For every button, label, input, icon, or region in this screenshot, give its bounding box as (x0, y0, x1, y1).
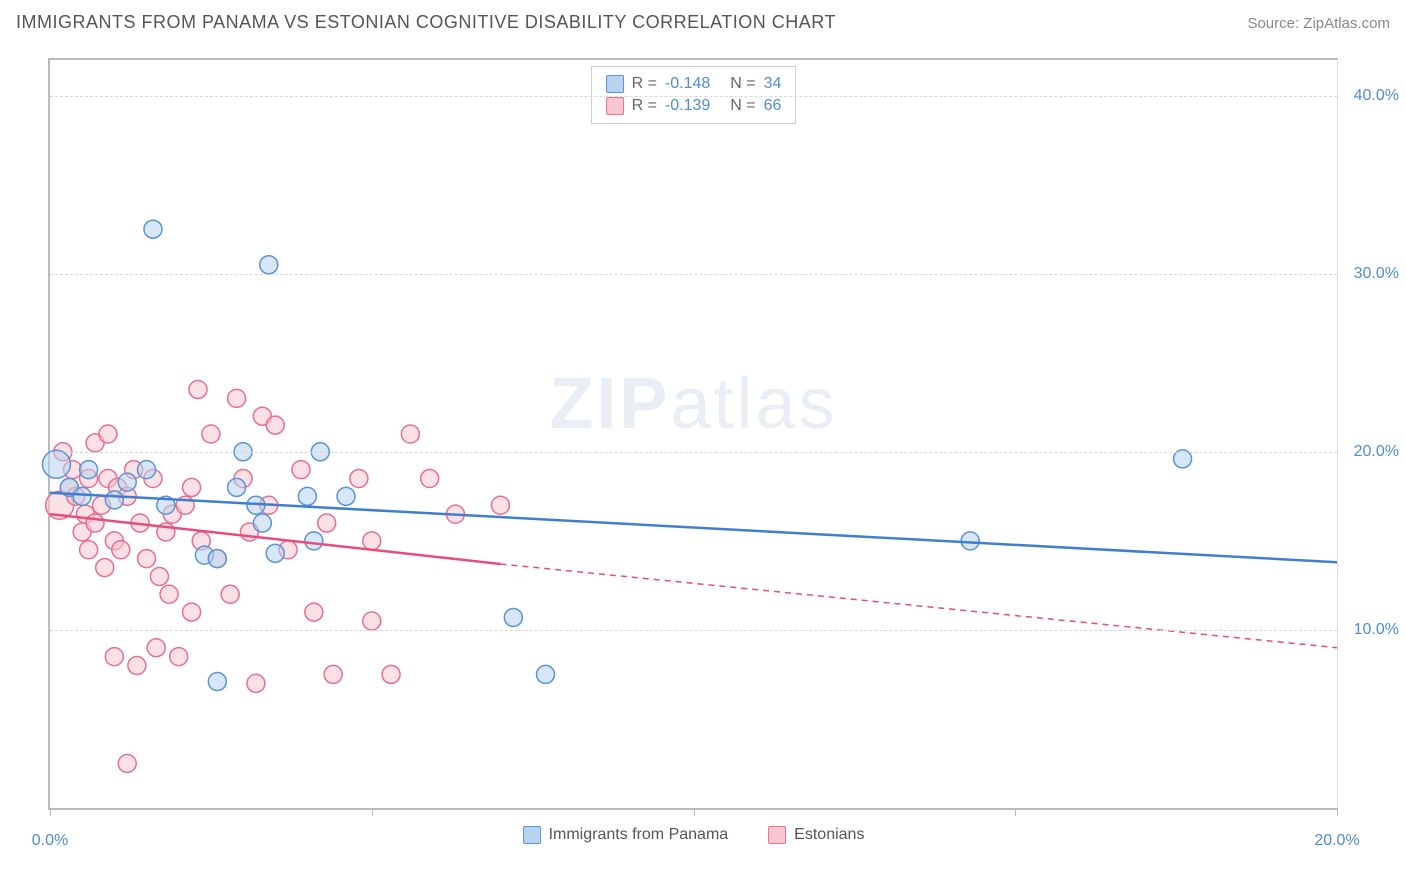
swatch-b-icon (606, 97, 624, 115)
scatter-point-a (80, 461, 98, 479)
chart-title: IMMIGRANTS FROM PANAMA VS ESTONIAN COGNI… (16, 12, 836, 33)
r-prefix-b: R = (632, 97, 657, 115)
scatter-point-a (105, 491, 123, 509)
scatter-point-a (337, 487, 355, 505)
scatter-point-b (221, 585, 239, 603)
y-tick-label: 20.0% (1354, 443, 1399, 461)
scatter-point-b (202, 425, 220, 443)
scatter-point-a (305, 532, 323, 550)
scatter-point-b (324, 665, 342, 683)
scatter-point-b (112, 541, 130, 559)
scatter-point-a (298, 487, 316, 505)
y-tick-label: 30.0% (1354, 265, 1399, 283)
scatter-point-b (147, 639, 165, 657)
n-prefix-a: N = (730, 75, 755, 93)
y-tick-label: 40.0% (1354, 87, 1399, 105)
scatter-point-b (183, 478, 201, 496)
swatch-b-bottom-icon (768, 826, 786, 844)
gridline (50, 274, 1337, 275)
legend-item-a: Immigrants from Panama (523, 826, 729, 844)
scatter-point-b (96, 559, 114, 577)
scatter-point-b (189, 380, 207, 398)
swatch-a-icon (606, 75, 624, 93)
scatter-point-b (421, 470, 439, 488)
x-tick (1015, 808, 1016, 816)
series-legend: Immigrants from Panama Estonians (523, 826, 865, 844)
x-tick (1337, 808, 1338, 816)
x-tick (50, 808, 51, 816)
scatter-point-a (260, 256, 278, 274)
plot-svg (50, 60, 1337, 808)
scatter-point-b (138, 550, 156, 568)
chart-container: Cognitive Disability ZIPatlas R = -0.148… (0, 48, 1406, 892)
scatter-point-b (170, 648, 188, 666)
legend-label-a: Immigrants from Panama (549, 826, 729, 844)
scatter-point-b (183, 603, 201, 621)
stats-row-b: R = -0.139 N = 66 (606, 95, 782, 117)
scatter-point-b (99, 425, 117, 443)
scatter-point-a (266, 544, 284, 562)
scatter-point-b (105, 648, 123, 666)
x-tick (372, 808, 373, 816)
scatter-point-b (382, 665, 400, 683)
scatter-point-a (42, 450, 70, 478)
scatter-point-b (363, 612, 381, 630)
x-tick (694, 808, 695, 816)
n-value-a: 34 (764, 75, 782, 93)
n-prefix-b: N = (730, 97, 755, 115)
scatter-point-a (504, 608, 522, 626)
scatter-point-a (253, 514, 271, 532)
scatter-point-b (160, 585, 178, 603)
plot-area: ZIPatlas R = -0.148 N = 34 R = -0.139 N … (48, 58, 1338, 810)
scatter-point-b (318, 514, 336, 532)
scatter-point-b (266, 416, 284, 434)
scatter-point-b (401, 425, 419, 443)
scatter-point-b (228, 389, 246, 407)
scatter-point-b (118, 754, 136, 772)
scatter-point-b (86, 514, 104, 532)
scatter-point-b (128, 657, 146, 675)
scatter-point-a (536, 665, 554, 683)
legend-item-b: Estonians (768, 826, 864, 844)
scatter-point-b (80, 541, 98, 559)
n-value-b: 66 (764, 97, 782, 115)
scatter-point-b (350, 470, 368, 488)
legend-label-b: Estonians (794, 826, 864, 844)
gridline (50, 630, 1337, 631)
r-value-b: -0.139 (665, 97, 710, 115)
scatter-point-a (208, 550, 226, 568)
x-tick-label: 20.0% (1314, 832, 1359, 850)
r-prefix-a: R = (632, 75, 657, 93)
gridline (50, 96, 1337, 97)
scatter-point-a (138, 461, 156, 479)
scatter-point-b (247, 674, 265, 692)
scatter-point-a (144, 220, 162, 238)
scatter-point-b (491, 496, 509, 514)
scatter-point-a (208, 673, 226, 691)
regression-line-b-dashed (500, 564, 1337, 648)
source-label: Source: ZipAtlas.com (1247, 15, 1390, 32)
chart-header: IMMIGRANTS FROM PANAMA VS ESTONIAN COGNI… (16, 12, 1390, 33)
r-value-a: -0.148 (665, 75, 710, 93)
scatter-point-a (73, 487, 91, 505)
scatter-point-b (292, 461, 310, 479)
stats-row-a: R = -0.148 N = 34 (606, 73, 782, 95)
scatter-point-b (150, 567, 168, 585)
scatter-point-a (118, 473, 136, 491)
scatter-point-b (305, 603, 323, 621)
swatch-a-bottom-icon (523, 826, 541, 844)
x-tick-label: 0.0% (32, 832, 68, 850)
scatter-point-a (228, 478, 246, 496)
scatter-point-b (363, 532, 381, 550)
gridline (50, 452, 1337, 453)
y-tick-label: 10.0% (1354, 621, 1399, 639)
